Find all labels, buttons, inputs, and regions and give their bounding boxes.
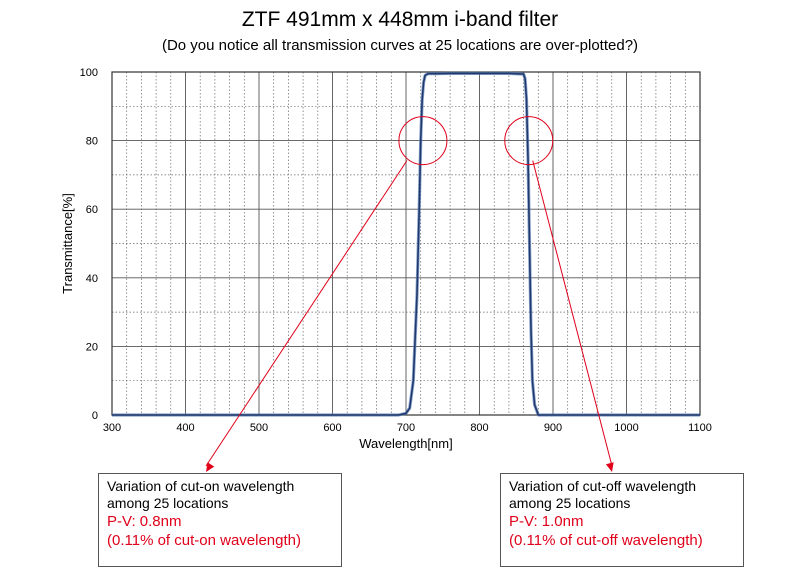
cut-off-arrow-line [532, 160, 613, 467]
x-tick-label: 600 [323, 422, 341, 434]
cut-off-line2: among 25 locations [509, 495, 631, 511]
x-tick-label: 900 [544, 422, 562, 434]
cut-on-line1: Variation of cut-on wavelength [107, 478, 295, 494]
x-tick-label: 300 [103, 422, 121, 434]
cut-off-arrowhead [605, 462, 614, 472]
x-axis-label: Wavelength[nm] [359, 436, 452, 451]
y-tick-label: 0 [92, 410, 98, 422]
cut-on-pv: P-V: 0.8nm [107, 513, 182, 530]
cut-on-circle [398, 116, 448, 166]
plot-frame [111, 71, 701, 416]
y-tick-label: 20 [86, 341, 98, 353]
cut-on-annotation-box: Variation of cut-on wavelength among 25 … [98, 473, 342, 567]
cut-on-line2: among 25 locations [107, 495, 229, 511]
transmission-curve [112, 72, 700, 416]
cut-on-arrowhead [206, 462, 215, 472]
chart-subtitle: (Do you notice all transmission curves a… [161, 37, 639, 54]
cut-off-circle [504, 116, 554, 166]
cut-off-pct: (0.11% of cut-off wavelength) [509, 532, 703, 549]
x-tick-label: 1100 [688, 422, 712, 434]
x-tick-label: 800 [470, 422, 488, 434]
y-tick-label: 40 [86, 273, 98, 285]
x-tick-label: 1000 [614, 422, 638, 434]
y-tick-label: 100 [80, 67, 98, 79]
cut-off-line1: Variation of cut-off wavelength [509, 478, 697, 494]
y-axis-label: Transmittance[%] [60, 193, 75, 294]
cut-off-annotation-box: Variation of cut-off wavelength among 25… [500, 473, 744, 567]
y-tick-label: 60 [86, 204, 98, 216]
cut-on-pct: (0.11% of cut-on wavelength) [107, 532, 301, 549]
x-tick-label: 500 [250, 422, 268, 434]
chart-title: ZTF 491mm x 448mm i-band filter [241, 8, 559, 31]
x-tick-label: 700 [397, 422, 415, 434]
cut-on-arrow-line [205, 160, 408, 467]
x-tick-label: 400 [176, 422, 194, 434]
cut-off-pv: P-V: 1.0nm [509, 513, 584, 530]
y-tick-label: 80 [86, 136, 98, 148]
